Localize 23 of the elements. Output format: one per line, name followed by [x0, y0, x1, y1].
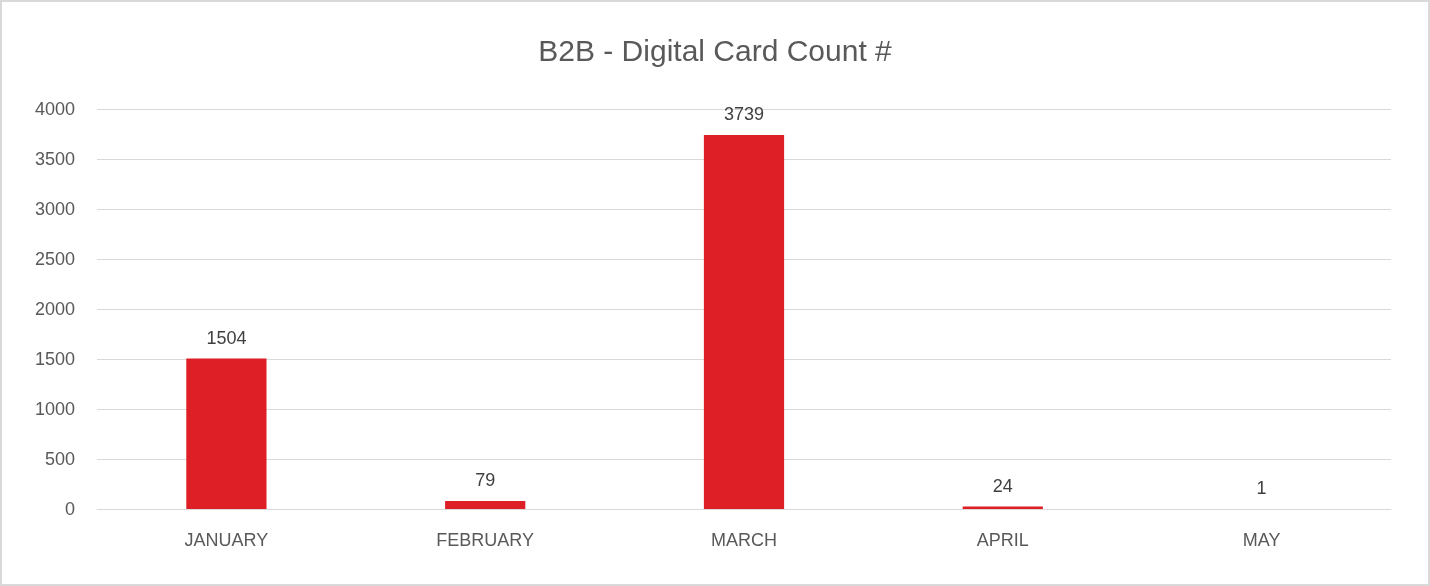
y-tick-label: 2500	[34, 249, 75, 269]
y-tick-label: 2000	[34, 299, 75, 319]
bar	[186, 358, 267, 509]
x-tick-label: MARCH	[711, 530, 777, 550]
y-tick-label: 1000	[34, 399, 75, 419]
data-label: 1504	[206, 327, 247, 348]
data-label: 3739	[723, 104, 765, 125]
y-tick-label: 1500	[34, 349, 75, 369]
chart-title: B2B - Digital Card Count #	[538, 33, 893, 67]
y-tick-label: 500	[44, 449, 75, 469]
data-label: 24	[992, 475, 1013, 496]
x-tick-label: FEBRUARY	[436, 530, 535, 550]
y-tick-label: 4000	[34, 99, 75, 119]
data-label: 1	[1256, 477, 1267, 498]
bar	[445, 501, 526, 509]
bar	[703, 135, 785, 509]
y-tick-label: 0	[64, 499, 75, 519]
data-label: 79	[475, 470, 496, 491]
x-tick-label: APRIL	[976, 530, 1029, 550]
x-tick-label: JANUARY	[184, 530, 269, 550]
x-tick-label: MAY	[1242, 530, 1281, 550]
y-tick-label: 3500	[34, 149, 75, 169]
y-tick-label: 3000	[34, 199, 75, 219]
